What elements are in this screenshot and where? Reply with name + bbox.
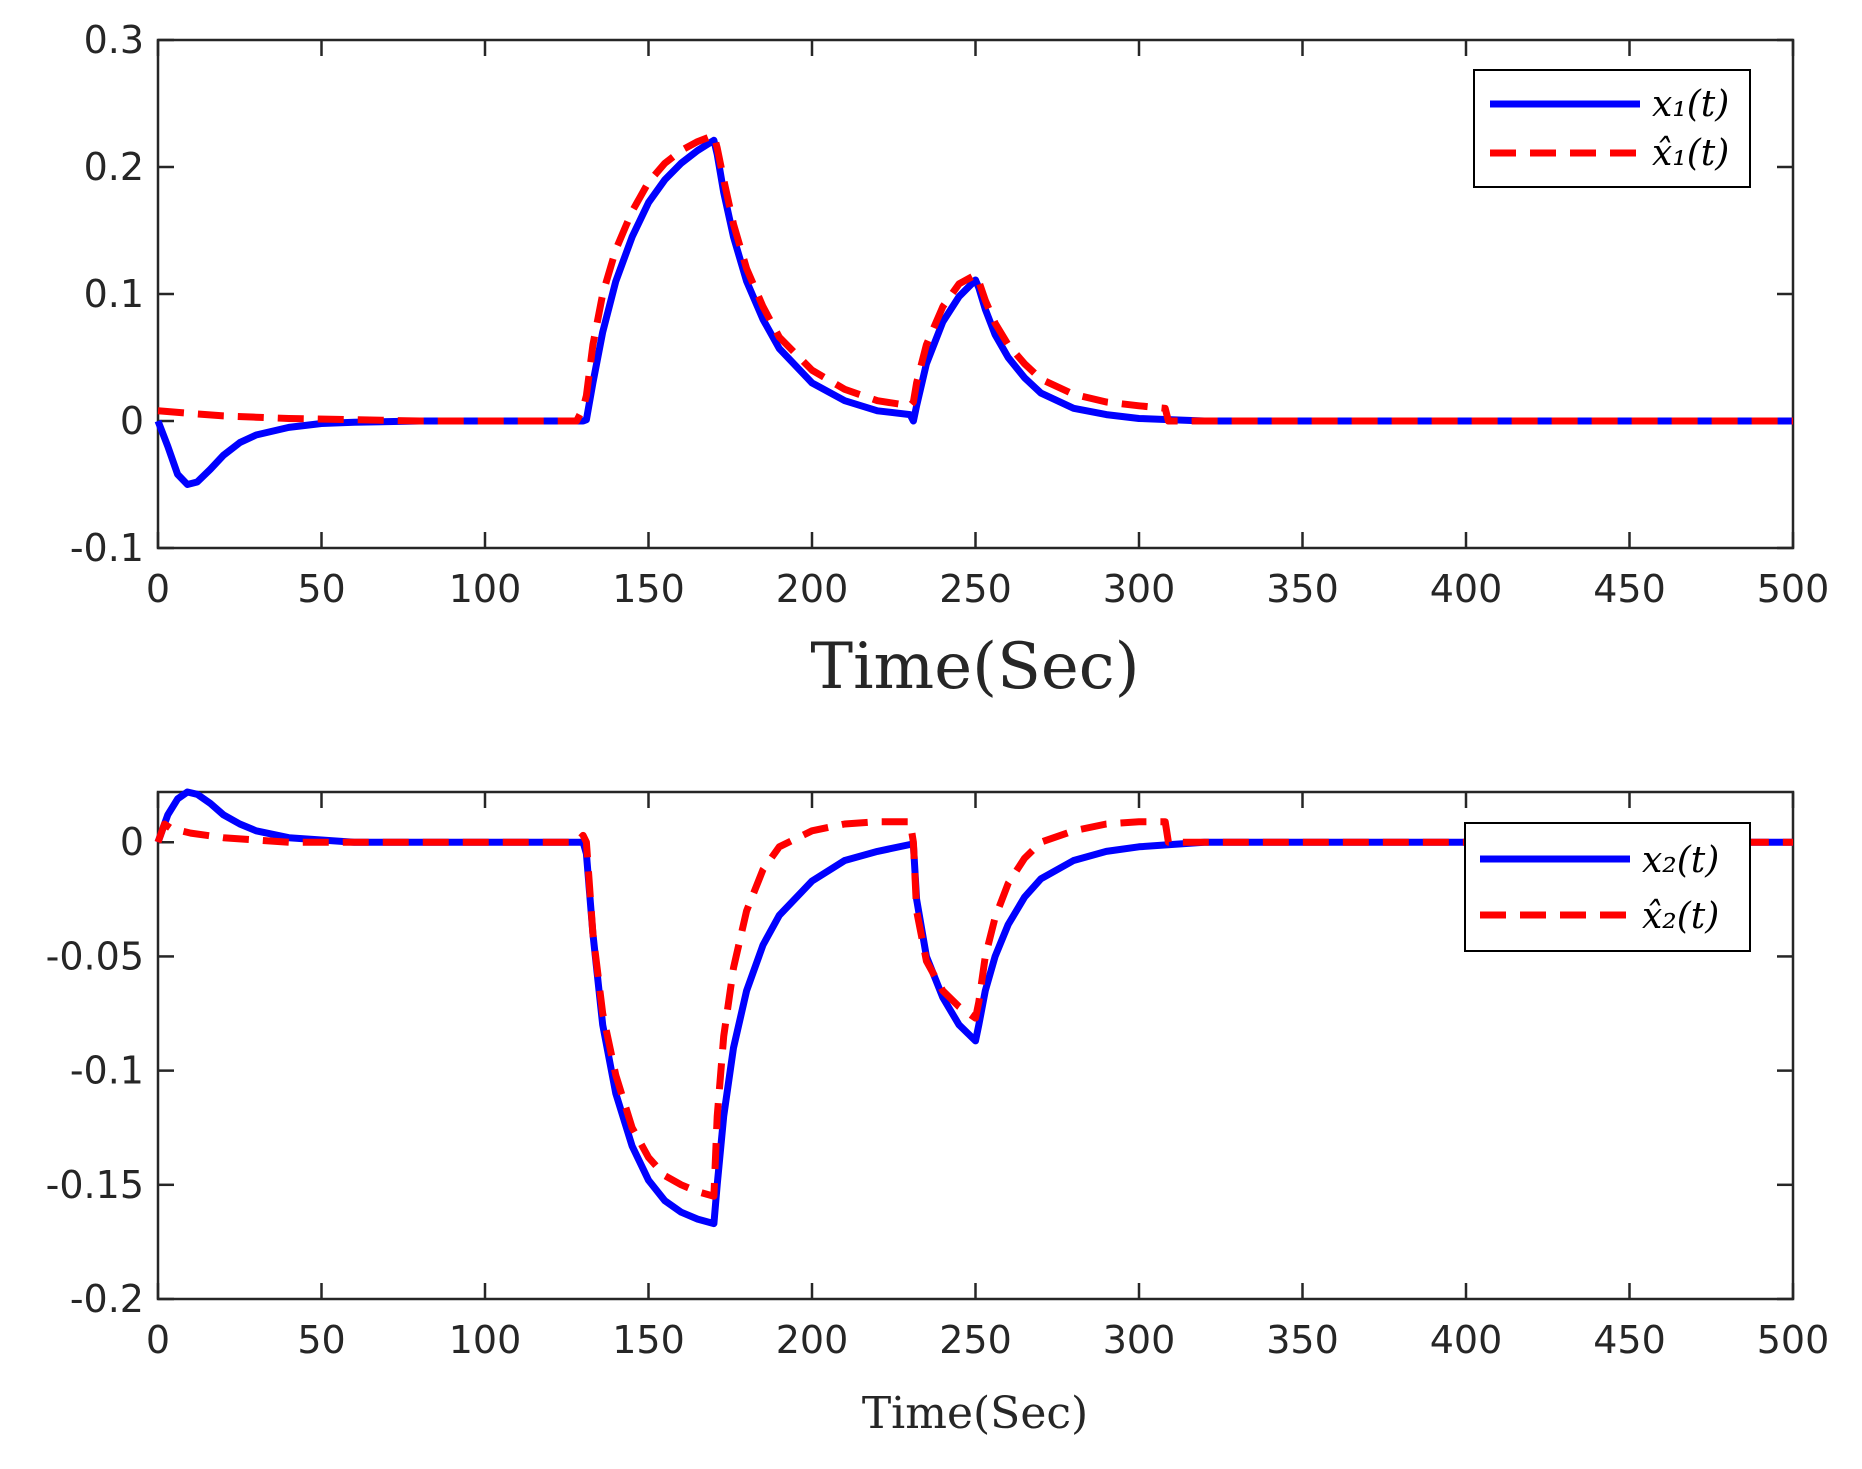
y-tick-label: -0.1 [70,526,144,570]
x-tick-label: 400 [1430,567,1503,611]
chart-bottom: 0 50 100 150 200 250 300 350 400 450 500 -0.2 -0.15 -… [46,788,1830,1439]
series-line-x1(t) [154,136,1793,488]
ticks-bottom: 0 50 100 150 200 250 300 350 400 450 500 -0.2 -0.15 -… [46,792,1830,1362]
y-tick-label: -0.2 [70,1277,144,1321]
x-tick-label: 300 [1103,1318,1176,1362]
legend-box [1464,822,1751,952]
x-tick-label: 0 [146,567,170,611]
legend-top: x₁(t) x̂₁(t) [1473,69,1751,188]
legend-label-x2-hat: x̂₂(t) [1642,896,1719,937]
x-tick-label: 450 [1593,567,1666,611]
x-tick-label: 350 [1266,567,1339,611]
x-tick-label: 200 [776,567,849,611]
x-tick-label: 450 [1593,1318,1666,1362]
legend-label-x2: x₂(t) [1642,840,1719,881]
x-axis-label-bottom: Time(Sec) [862,1388,1088,1439]
series-line-x1-hat(t) [157,131,1793,425]
x-tick-label: 400 [1430,1318,1503,1362]
x-tick-label: 300 [1103,567,1176,611]
x-tick-label: 150 [612,567,685,611]
x-tick-label: 500 [1757,567,1830,611]
y-tick-label: 0.2 [84,145,144,189]
legend-label-x1-hat: x̂₁(t) [1652,133,1729,174]
x-tick-label: 0 [146,1318,170,1362]
x-tick-label: 200 [776,1318,849,1362]
series-line-x2(t) [154,788,1793,1228]
x-tick-label: 100 [449,1318,522,1362]
legend-label-x1: x₁(t) [1652,84,1729,125]
legend-bottom: x₂(t) x̂₂(t) [1464,822,1751,952]
y-tick-label: -0.15 [46,1163,144,1207]
x-tick-label: 50 [297,567,345,611]
chart-top: 0 50 100 150 200 250 300 350 400 450 500-0.100.10.… [70,18,1829,704]
y-tick-label: -0.05 [46,934,144,978]
series-top [154,131,1793,488]
x-axis-label-top: Time(Sec) [810,630,1139,704]
y-tick-label: 0.3 [84,18,144,62]
ticks-top: 0 50 100 150 200 250 300 350 400 450 500-0.100.10.… [70,18,1829,611]
y-tick-label: 0 [120,399,144,443]
x-tick-label: 150 [612,1318,685,1362]
y-tick-label: 0 [120,820,144,864]
y-tick-label: -0.1 [70,1049,144,1093]
x-tick-label: 250 [939,1318,1012,1362]
x-tick-label: 100 [449,567,522,611]
x-tick-label: 250 [939,567,1012,611]
y-tick-label: 0.1 [84,272,144,316]
x-tick-label: 50 [297,1318,345,1362]
x-tick-label: 500 [1757,1318,1830,1362]
legend-box [1473,69,1751,188]
series-bottom [154,788,1793,1228]
x-tick-label: 350 [1266,1318,1339,1362]
series-line-x2-hat(t) [154,818,1793,1200]
